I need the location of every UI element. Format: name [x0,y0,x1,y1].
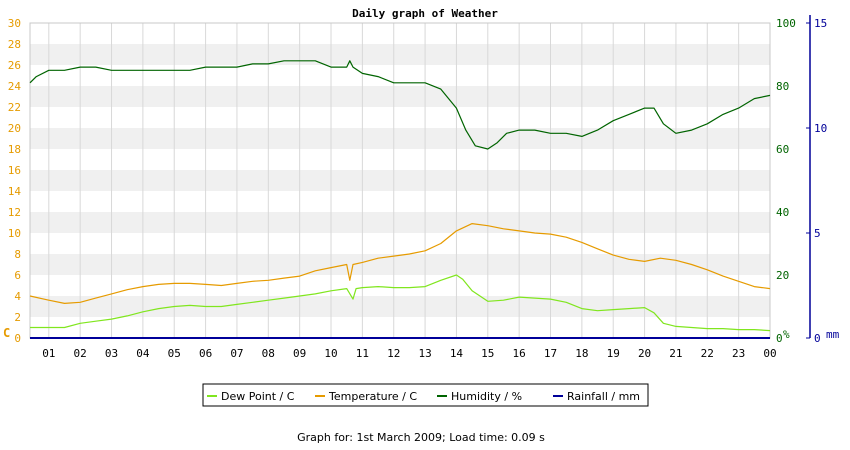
axis-ticks: 01 02 03 04 05 06 07 08 09 10 11 12 13 14 15 16 17 18 19 20… [8,15,827,360]
x-tick-label: 14 [450,347,464,360]
grid-band [30,86,770,107]
right2-axis-unit: mm [826,328,840,341]
left-tick-label: 28 [8,38,21,51]
left-tick-label: 4 [14,290,21,303]
right1-tick-label: 80 [776,80,789,93]
left-tick-label: 0 [14,332,21,345]
right2-tick-label: 15 [814,17,827,30]
x-tick-label: 04 [136,347,150,360]
left-tick-label: 22 [8,101,21,114]
legend-label: Dew Point / C [221,390,295,403]
x-tick-label: 05 [168,347,181,360]
right1-tick-label: 20 [776,269,789,282]
x-tick-label: 22 [701,347,714,360]
x-tick-label: 15 [481,347,494,360]
x-tick-label: 08 [262,347,275,360]
grid-band [30,128,770,149]
left-tick-label: 10 [8,227,21,240]
grid-band [30,254,770,275]
left-tick-label: 14 [8,185,22,198]
legend-box [202,383,649,407]
x-tick-label: 12 [387,347,400,360]
x-tick-label: 02 [74,347,87,360]
x-tick-label: 19 [607,347,620,360]
grid-band [30,317,770,338]
grid-bands [30,23,770,338]
grid-band [30,212,770,233]
grid-band [30,275,770,296]
x-tick-label: 07 [230,347,243,360]
x-tick-label: 10 [324,347,337,360]
legend-label: Humidity / % [451,390,522,403]
left-tick-label: 12 [8,206,21,219]
grid-band [30,107,770,128]
x-tick-label: 03 [105,347,118,360]
left-axis-unit: C [3,326,10,340]
left-tick-label: 24 [8,80,22,93]
x-tick-label: 17 [544,347,557,360]
left-tick-label: 20 [8,122,21,135]
right1-tick-label: 60 [776,143,789,156]
chart-title: Daily graph of Weather [352,7,498,20]
right1-tick-label: 0 [776,332,783,345]
grid-band [30,191,770,212]
left-tick-label: 16 [8,164,21,177]
grid-band [30,44,770,65]
grid-band [30,296,770,317]
right1-tick-label: 40 [776,206,789,219]
right2-tick-label: 5 [814,227,821,240]
series-line-left [29,223,771,304]
footer-text: Graph for: 1st March 2009; Load time: 0.… [297,431,545,444]
vertical-gridlines [48,23,771,338]
x-tick-label: 18 [575,347,588,360]
x-tick-label: 06 [199,347,212,360]
legend-label: Temperature / C [328,390,417,403]
left-tick-label: 2 [14,311,21,324]
x-tick-label: 23 [732,347,745,360]
left-tick-label: 6 [14,269,21,282]
legend: Dew Point / C Temperature / C Humidity / %… [202,383,649,407]
right1-tick-label: 100 [776,17,796,30]
right2-tick-label: 10 [814,122,827,135]
left-tick-label: 30 [8,17,21,30]
x-tick-label: 21 [669,347,682,360]
x-tick-label: 00 [763,347,776,360]
left-tick-label: 8 [14,248,21,261]
series-lines [29,60,771,339]
left-tick-label: 26 [8,59,21,72]
series-line-left [30,274,771,332]
grid-band [30,149,770,170]
grid-band [30,23,770,44]
left-tick-label: 18 [8,143,21,156]
x-tick-label: 13 [418,347,431,360]
right1-axis-unit: % [783,328,790,341]
x-tick-label: 09 [293,347,306,360]
legend-label: Rainfall / mm [567,390,640,403]
x-tick-label: 20 [638,347,651,360]
grid-band [30,170,770,191]
right2-tick-label: 0 [814,332,821,345]
series-line-right1 [29,60,771,150]
x-tick-label: 01 [42,347,55,360]
x-tick-label: 16 [513,347,526,360]
grid-band [30,65,770,86]
x-tick-label: 11 [356,347,369,360]
grid-band [30,233,770,254]
